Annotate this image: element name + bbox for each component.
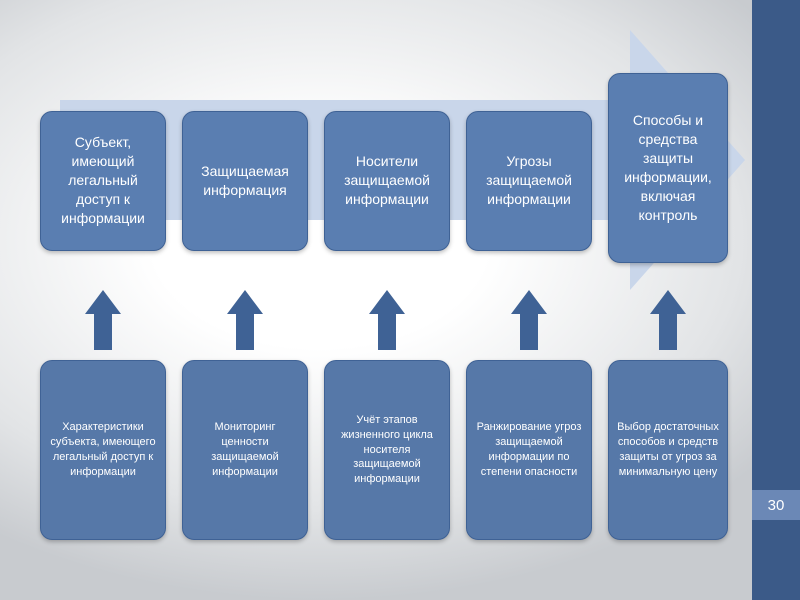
up-arrow-head	[511, 290, 547, 314]
arrow-cell-2	[324, 290, 450, 350]
top-box-4: Способы и средства защиты информации, вк…	[608, 73, 728, 263]
up-arrow-head	[650, 290, 686, 314]
top-box-3: Угрозы защищаемой информации	[466, 111, 592, 251]
bottom-box-3: Ранжирование угроз защищаемой информации…	[466, 360, 592, 540]
bottom-box-2: Учёт этапов жизненного цикла носителя за…	[324, 360, 450, 540]
up-arrow-shaft	[659, 314, 677, 350]
up-arrow-shaft	[520, 314, 538, 350]
top-box-2: Носители защищаемой информации	[324, 111, 450, 251]
arrow-cell-3	[466, 290, 592, 350]
up-arrow-shaft	[94, 314, 112, 350]
up-arrow-2	[369, 290, 405, 350]
up-arrow-head	[85, 290, 121, 314]
top-row: Субъект, имеющий легальный доступ к инфо…	[40, 98, 728, 263]
bottom-box-1: Мониторинг ценности защищаемой информаци…	[182, 360, 308, 540]
bottom-row: Характеристики субъекта, имеющего легаль…	[40, 360, 728, 540]
up-arrow-1	[227, 290, 263, 350]
arrow-cell-4	[608, 290, 728, 350]
up-arrow-shaft	[378, 314, 396, 350]
arrows-row	[40, 290, 728, 350]
up-arrow-head	[227, 290, 263, 314]
bottom-box-4: Выбор достаточных способов и средств защ…	[608, 360, 728, 540]
arrow-cell-1	[182, 290, 308, 350]
arrow-cell-0	[40, 290, 166, 350]
bottom-box-0: Характеристики субъекта, имеющего легаль…	[40, 360, 166, 540]
up-arrow-3	[511, 290, 547, 350]
up-arrow-head	[369, 290, 405, 314]
up-arrow-shaft	[236, 314, 254, 350]
top-box-0: Субъект, имеющий легальный доступ к инфо…	[40, 111, 166, 251]
up-arrow-0	[85, 290, 121, 350]
page-number: 30	[752, 490, 800, 520]
up-arrow-4	[650, 290, 686, 350]
top-box-1: Защищаемая информация	[182, 111, 308, 251]
